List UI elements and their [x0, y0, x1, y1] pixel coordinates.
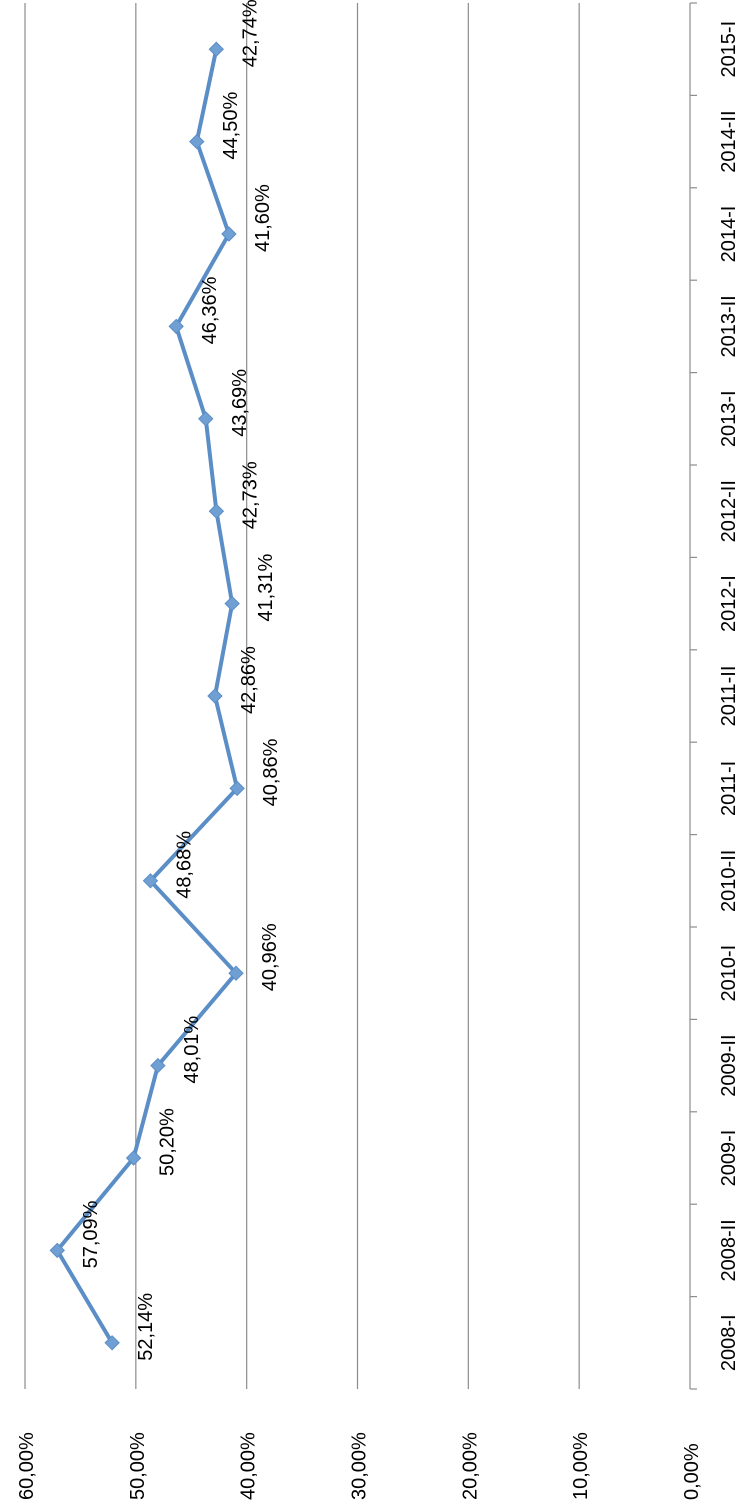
category-tick-labels: 2008-I 2008-II 2009-I 2009-II 2010-I 2010-II 2… — [718, 21, 740, 1371]
category-tick-label: 2011-II — [718, 666, 740, 727]
category-tick-label: 2014-II — [718, 110, 740, 172]
category-tick-label: 2015-I — [718, 21, 740, 78]
data-point-marker — [104, 1335, 120, 1351]
data-label: 40,96% — [259, 923, 281, 991]
data-point-marker — [228, 965, 244, 981]
category-tick-label: 2012-II — [718, 480, 740, 542]
category-tick-label: 2012-I — [718, 575, 740, 632]
data-label: 41,60% — [252, 184, 274, 252]
category-tick-label: 2010-II — [718, 850, 740, 912]
category-tick-label: 2013-II — [718, 295, 740, 357]
data-point-marker — [208, 41, 225, 57]
data-label: 48,01% — [181, 1016, 203, 1084]
category-tick-label: 2009-I — [718, 1130, 740, 1187]
data-point-marker — [221, 226, 237, 242]
data-label: 46,36% — [199, 276, 221, 344]
value-tick-label: 20,00% — [459, 1432, 481, 1500]
axes — [689, 2, 697, 1390]
value-tick-label: 0,00% — [681, 1443, 703, 1500]
data-label: 42,74% — [239, 0, 261, 67]
data-label: 40,86% — [260, 738, 282, 806]
data-point-marker — [142, 873, 159, 889]
data-label: 42,73% — [239, 461, 261, 529]
value-tick-labels: 0,00% 10,00% 20,00% 30,00% 40,00% 50,00% 60,00… — [16, 1432, 703, 1500]
data-label: 48,68% — [173, 831, 195, 899]
data-point-marker — [208, 503, 225, 519]
data-label: 43,69% — [229, 369, 251, 437]
category-tick-label: 2014-I — [718, 206, 740, 263]
data-markers — [49, 41, 245, 1351]
data-point-marker — [189, 133, 205, 150]
data-label: 42,86% — [238, 646, 260, 714]
data-label: 52,14% — [135, 1293, 157, 1361]
category-tick-label: 2008-I — [718, 1314, 740, 1371]
data-label: 57,09% — [80, 1200, 102, 1268]
category-tick-label: 2009-II — [718, 1034, 740, 1096]
data-point-marker — [207, 688, 223, 704]
data-point-marker — [125, 1150, 142, 1166]
data-label: 41,31% — [255, 554, 277, 622]
data-point-marker — [198, 411, 214, 427]
value-tick-label: 40,00% — [238, 1432, 260, 1500]
data-point-marker — [229, 780, 245, 797]
data-label: 44,50% — [220, 92, 242, 160]
category-tick-label: 2011-I — [718, 761, 740, 816]
value-tick-label: 60,00% — [16, 1432, 38, 1500]
category-tick-label: 2010-I — [718, 945, 740, 1002]
data-labels: 52,14% 57,09% 50,20% 48,01% 40,96% 48,68% 40,8… — [80, 0, 282, 1361]
category-tick-label: 2013-I — [718, 390, 740, 447]
value-tick-label: 50,00% — [127, 1432, 149, 1500]
category-tick-label: 2008-II — [718, 1219, 740, 1281]
gridlines — [24, 3, 580, 1389]
data-point-marker — [168, 318, 184, 335]
data-point-marker — [49, 1242, 65, 1259]
data-point-marker — [224, 595, 240, 612]
value-tick-label: 30,00% — [349, 1432, 371, 1500]
data-label: 50,20% — [157, 1108, 179, 1176]
value-tick-label: 10,00% — [570, 1432, 592, 1500]
data-point-marker — [150, 1057, 166, 1074]
